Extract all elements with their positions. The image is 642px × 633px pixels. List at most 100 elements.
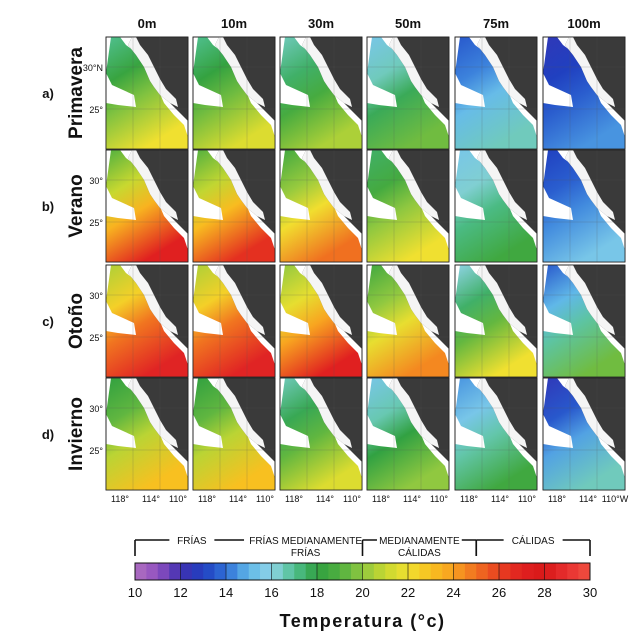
map-panel (366, 36, 450, 150)
depth-header: 0m (138, 16, 157, 31)
map-panel: 30°N 25° (83, 36, 189, 150)
lat-label: 30° (89, 291, 103, 301)
depth-header: 50m (395, 16, 421, 31)
colorbar-segment (169, 563, 181, 580)
category-label-bg (169, 532, 215, 546)
lon-label: 110° (518, 494, 536, 504)
colorbar-segment (373, 563, 386, 580)
panel-border (366, 377, 450, 491)
map-panel: 118° 114° 110°W (542, 377, 629, 504)
map-panel: 118° 114° 110° (454, 377, 538, 504)
lon-label: 110° (169, 494, 187, 504)
depth-header: 30m (308, 16, 334, 31)
colorbar-segment (567, 563, 579, 580)
gulf-of-california (389, 265, 439, 335)
lat-label: 25° (89, 446, 103, 456)
colorbar-segment (487, 563, 500, 580)
lon-label: 118° (548, 494, 566, 504)
map-panel (542, 149, 626, 263)
colorbar-segment (282, 563, 295, 580)
depth-header: 75m (483, 16, 509, 31)
gulf-of-california (565, 378, 615, 448)
colorbar-segment (180, 563, 193, 580)
colorbar-segment (328, 563, 341, 580)
colorbar-tick-label: 12 (173, 585, 187, 600)
panel-border (105, 264, 189, 378)
lon-label: 114° (142, 494, 160, 504)
colorbar-segment (351, 563, 363, 580)
colorbar-tick-label: 18 (310, 585, 324, 600)
gulf-of-california (389, 37, 439, 107)
gulf-of-california (215, 150, 265, 220)
panel-border (454, 377, 538, 491)
colorbar-tick-label: 14 (219, 585, 233, 600)
colorbar-tick-label: 26 (492, 585, 506, 600)
colorbar-segment (260, 563, 272, 580)
lon-label: 118° (285, 494, 303, 504)
panel-border (105, 36, 189, 150)
colorbar-segment (419, 563, 432, 580)
panel-border (105, 377, 189, 491)
gulf-of-california (302, 37, 352, 107)
colorbar-segment (271, 563, 284, 580)
map-panel (192, 264, 276, 378)
category-label: FRÍAS (177, 534, 207, 547)
row-letter: b) (42, 199, 54, 214)
panel-border (192, 264, 276, 378)
colorbar-segment (317, 563, 329, 580)
colorbar-segment (464, 563, 477, 580)
colorbar-segment (362, 563, 375, 580)
map-panel (279, 36, 363, 150)
category-label-bg (376, 532, 462, 558)
gulf-of-california (215, 378, 265, 448)
colorbar-segment (430, 563, 443, 580)
map-panel: 118° 114° 110° (366, 377, 450, 504)
colorbar-segment (203, 563, 215, 580)
gulf-of-california (302, 150, 352, 220)
colorbar-segment (157, 563, 170, 580)
map-panel (542, 264, 626, 378)
gulf-of-california (565, 37, 615, 107)
map-panel (192, 149, 276, 263)
panel-border (105, 149, 189, 263)
category-label-bg (503, 532, 563, 546)
colorbar-segment (385, 563, 397, 580)
panel-border (454, 264, 538, 378)
gulf-of-california (128, 150, 178, 220)
lat-label: 25° (89, 105, 103, 115)
lon-label: 114° (316, 494, 334, 504)
depth-header: 100m (567, 16, 600, 31)
gulf-of-california (302, 378, 352, 448)
panel-border (366, 264, 450, 378)
gulf-of-california (477, 150, 527, 220)
gulf-of-california (128, 37, 178, 107)
colorbar-segment (453, 563, 466, 580)
colorbar-segment (396, 563, 409, 580)
colorbar-segment (339, 563, 352, 580)
season-label: Otoño (66, 293, 87, 349)
panel-border (192, 149, 276, 263)
panel-border (454, 36, 538, 150)
gulf-of-california (389, 150, 439, 220)
gulf-of-california (565, 265, 615, 335)
panel-border (454, 149, 538, 263)
colorbar-segment (533, 563, 545, 580)
lon-label: 118° (198, 494, 216, 504)
colorbar-title: Temperatura (°c) (280, 611, 446, 631)
panel-border (542, 36, 626, 150)
colorbar-segment (555, 563, 568, 580)
lat-label: 30° (89, 176, 103, 186)
lon-label: 118° (372, 494, 390, 504)
lon-label: 110° (256, 494, 274, 504)
colorbar-tick-label: 10 (128, 585, 142, 600)
map-panel (366, 264, 450, 378)
gulf-of-california (389, 378, 439, 448)
map-panel: 30° 25° 118° 114° 110° (89, 377, 189, 504)
colorbar-segment (521, 563, 534, 580)
lon-label: 118° (460, 494, 478, 504)
map-panel: 30° 25° (89, 149, 189, 263)
panel-border (366, 149, 450, 263)
map-panel: 118° 114° 110° (192, 377, 276, 504)
panel-border (279, 264, 363, 378)
gulf-of-california (215, 265, 265, 335)
